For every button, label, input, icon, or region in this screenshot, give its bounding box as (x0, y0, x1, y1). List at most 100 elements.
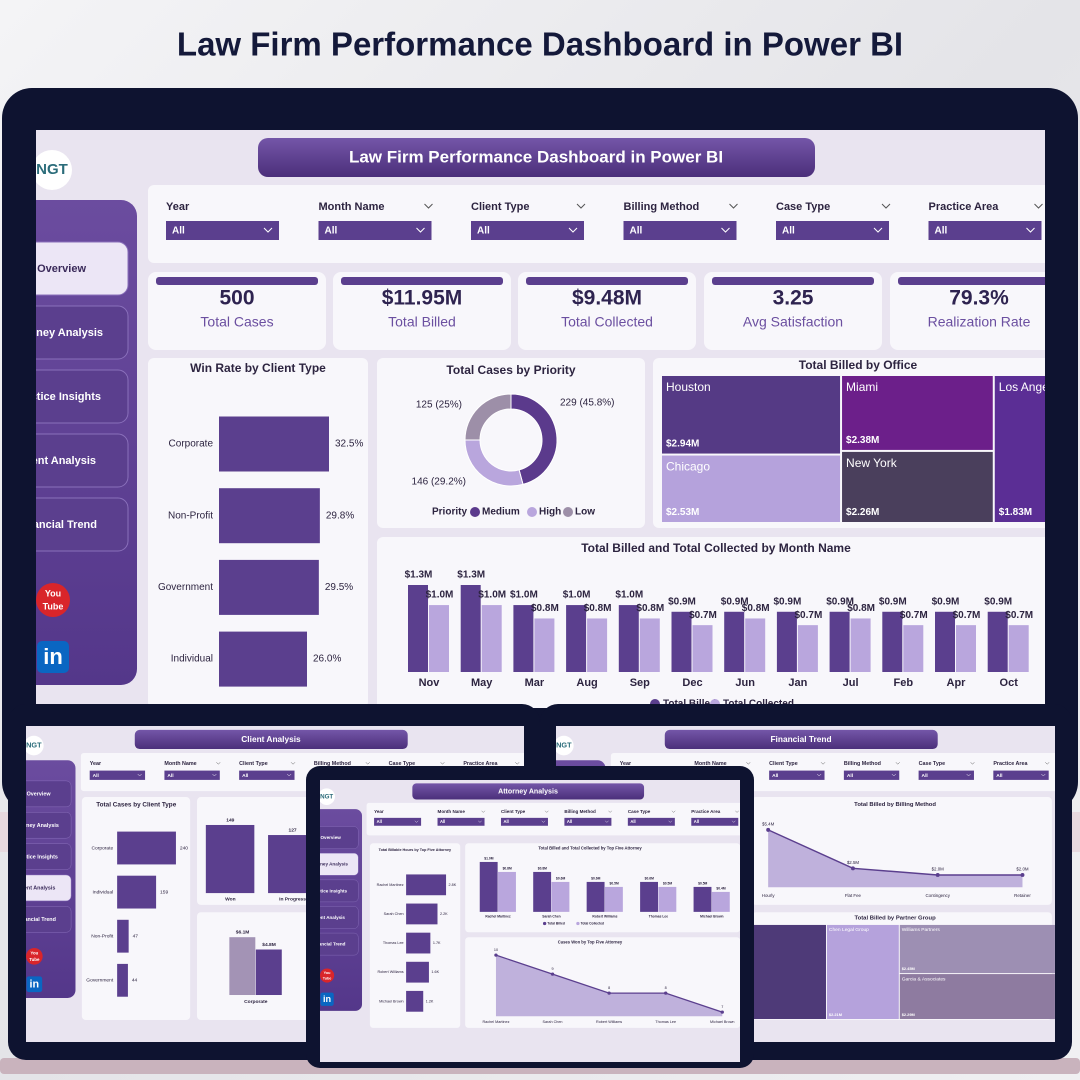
filter-chevron (576, 203, 586, 209)
point (720, 1010, 724, 1014)
logo-text: NGT (26, 741, 42, 750)
nav-button[interactable] (14, 497, 129, 552)
nav-button[interactable] (311, 853, 359, 876)
bar (481, 605, 502, 672)
dropdown-chevron (1041, 773, 1046, 777)
filter-dropdown[interactable] (437, 817, 485, 826)
filter-dropdown[interactable] (928, 221, 1042, 240)
filter-dropdown[interactable] (627, 817, 675, 826)
nav-label: Client Analysis (17, 886, 55, 892)
legend-label: Total Collected (581, 921, 605, 925)
filter-label: Year (90, 761, 102, 767)
bar (640, 881, 658, 912)
linkedin-icon[interactable] (26, 976, 43, 993)
filter-dropdown[interactable] (374, 817, 422, 826)
filter-dropdown[interactable] (166, 221, 279, 240)
filter-value: All (172, 226, 185, 237)
chart-panel (377, 358, 645, 528)
cell-label: Houston (666, 380, 711, 394)
point (550, 972, 555, 976)
nav-button[interactable] (14, 433, 129, 488)
linkedin-text: in (43, 644, 63, 669)
bar (671, 611, 692, 672)
linkedin-icon[interactable] (320, 992, 334, 1006)
bar (533, 871, 552, 912)
nav-button[interactable] (14, 305, 129, 360)
data-label: $2.26M (846, 507, 879, 518)
nav-button[interactable] (15, 811, 72, 839)
data-label: $0.8M (636, 603, 664, 614)
filter-value: All (694, 819, 699, 824)
filter-panel (366, 802, 740, 836)
category-label: Thomas Lee (655, 1020, 676, 1024)
nav-button[interactable] (15, 906, 72, 933)
filter-value: All (503, 819, 508, 824)
youtube-icon[interactable] (320, 968, 335, 983)
legend-marker (563, 507, 573, 517)
bar (255, 949, 282, 996)
bar (117, 831, 176, 865)
nav-label: Practice Insights (13, 391, 101, 403)
filter-dropdown[interactable] (471, 221, 584, 240)
data-label: 1.6K (431, 970, 439, 974)
point (935, 873, 940, 877)
filter-chevron (1034, 203, 1043, 209)
kpi-label: Total Cases (200, 314, 273, 330)
filter-label: Client Type (239, 761, 268, 767)
nav-button[interactable] (15, 780, 72, 808)
youtube-icon[interactable] (26, 947, 43, 965)
data-label: $1.0M (615, 590, 643, 601)
filter-dropdown[interactable] (691, 817, 739, 826)
linkedin-icon[interactable] (37, 641, 69, 673)
bar (776, 611, 797, 672)
filter-dropdown[interactable] (318, 221, 432, 240)
nav-button[interactable] (311, 879, 359, 903)
bar (987, 611, 1008, 672)
dropdown-chevron (1026, 227, 1035, 233)
filter-dropdown[interactable] (564, 817, 612, 826)
category-label: Mar (525, 677, 545, 689)
filter-dropdown[interactable] (776, 221, 889, 240)
data-label: $6.1M (236, 930, 250, 936)
filter-dropdown[interactable] (918, 770, 974, 780)
nav-button[interactable] (14, 369, 129, 424)
dropdown-chevron (212, 773, 217, 777)
linkedin-text: in (323, 994, 332, 1004)
filter-value: All (935, 226, 948, 237)
filter-dropdown[interactable] (239, 770, 295, 780)
treemap-cell (662, 455, 841, 522)
filter-dropdown[interactable] (769, 770, 825, 780)
category-label: May (471, 677, 493, 689)
category-label: Michael Brown (379, 999, 404, 1003)
dropdown-chevron (721, 227, 730, 233)
nav-button[interactable] (311, 932, 359, 956)
filter-value: All (325, 226, 338, 237)
category-label: Non-Profit (91, 934, 114, 940)
category-label: Sep (630, 677, 650, 689)
filter-label: Year (620, 761, 632, 767)
filter-dropdown[interactable] (89, 770, 146, 780)
filter-dropdown[interactable] (843, 770, 900, 780)
point (664, 991, 668, 995)
data-label: $1.3M (457, 570, 485, 581)
filter-label: Month Name (438, 809, 466, 814)
kpi-card (148, 272, 326, 350)
category-label: Dec (682, 677, 702, 689)
data-label: $0.7M (795, 610, 823, 621)
youtube-icon[interactable] (36, 583, 70, 617)
nav-label: Financial Trend (312, 942, 346, 947)
category-label: Won (225, 896, 236, 902)
nav-button[interactable] (311, 906, 359, 929)
nav-button[interactable] (15, 843, 72, 870)
data-label: 9 (552, 967, 554, 971)
nav-button[interactable] (15, 874, 72, 902)
filter-dropdown[interactable] (993, 770, 1049, 780)
data-label: 44 (132, 978, 138, 984)
nav-button[interactable] (311, 826, 359, 849)
filter-label: Billing Method (314, 761, 351, 767)
nav-button[interactable] (14, 241, 129, 296)
filter-dropdown[interactable] (500, 817, 548, 826)
filter-dropdown[interactable] (623, 221, 737, 240)
youtube-text: Tube (43, 601, 64, 611)
filter-dropdown[interactable] (164, 770, 220, 780)
